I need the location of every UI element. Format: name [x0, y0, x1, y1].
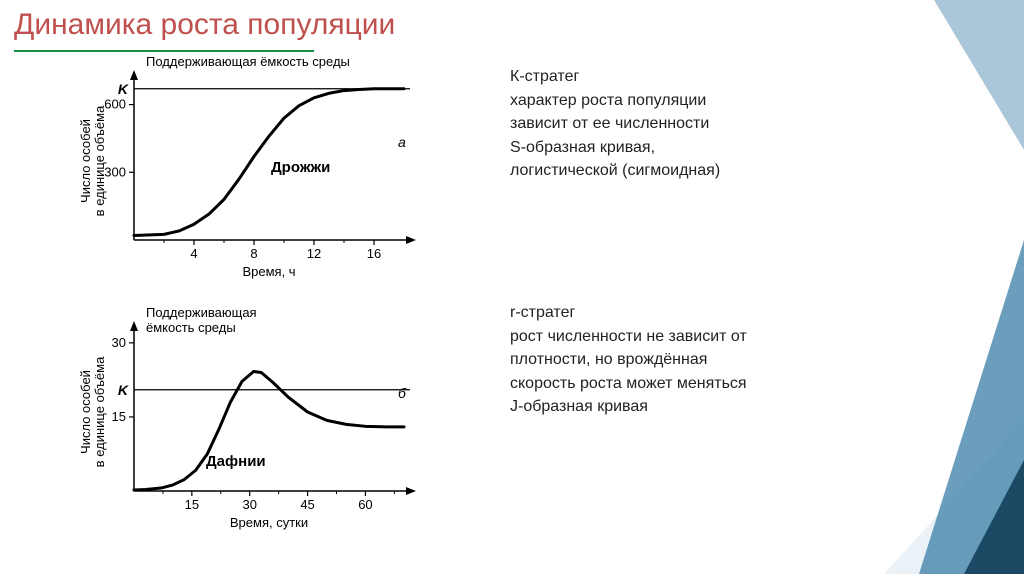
text-block-k-strategist: К-стратег характер роста популяции завис… — [510, 66, 810, 182]
text-line: характер роста популяции — [510, 90, 810, 112]
slide: Динамика роста популяции 481216300600KПо… — [0, 0, 1024, 574]
svg-text:Дафнии: Дафнии — [206, 453, 266, 470]
svg-text:30: 30 — [242, 497, 256, 512]
text-line: плотности, но врождённая — [510, 349, 810, 371]
chart-column: 481216300600KПоддерживающая ёмкость сред… — [76, 52, 416, 554]
text-column: К-стратег характер роста популяции завис… — [510, 66, 810, 538]
svg-text:12: 12 — [307, 246, 321, 261]
svg-text:а: а — [398, 134, 406, 150]
svg-text:б: б — [398, 385, 407, 401]
svg-text:ёмкость среды: ёмкость среды — [146, 320, 236, 335]
chart-b: 15 30 45 60 15 30 K Поддерживающаяёмкость среды… — [76, 303, 416, 538]
svg-text:600: 600 — [104, 97, 126, 112]
text-line: J-образная кривая — [510, 396, 810, 418]
text-line: S-образная кривая, — [510, 137, 810, 159]
svg-text:60: 60 — [358, 497, 372, 512]
text-line: логистической (сигмоидная) — [510, 160, 810, 182]
svg-text:в единице объёма: в единице объёма — [92, 356, 107, 467]
svg-text:15: 15 — [112, 409, 126, 424]
svg-text:4: 4 — [190, 246, 197, 261]
svg-text:300: 300 — [104, 164, 126, 179]
svg-text:Поддерживающая ёмкость среды: Поддерживающая ёмкость среды — [146, 54, 350, 69]
text-line: зависит от ее численности — [510, 113, 810, 135]
page-title: Динамика роста популяции — [14, 8, 395, 42]
chart-a: 4 8 12 16 300 600K Поддерживающая ёмкость сред… — [76, 52, 416, 287]
svg-text:Время, ч: Время, ч — [242, 264, 295, 279]
text-line: К-стратег — [510, 66, 810, 88]
text-line: скорость роста может меняться — [510, 373, 810, 395]
svg-text:в единице объёма: в единице объёма — [92, 105, 107, 216]
svg-text:K: K — [118, 382, 129, 398]
svg-text:16: 16 — [367, 246, 381, 261]
text-block-r-strategist: r-стратег рост численности не зависит от… — [510, 302, 810, 418]
text-line: r-стратег — [510, 302, 810, 324]
decorative-shapes — [824, 0, 1024, 574]
svg-text:Дрожжи: Дрожжи — [271, 159, 330, 176]
svg-text:15: 15 — [185, 497, 199, 512]
svg-text:45: 45 — [300, 497, 314, 512]
svg-text:Время, сутки: Время, сутки — [230, 515, 308, 530]
svg-text:Число особей: Число особей — [78, 119, 93, 203]
svg-text:Число особей: Число особей — [78, 370, 93, 454]
text-line: рост численности не зависит от — [510, 326, 810, 348]
svg-text:8: 8 — [250, 246, 257, 261]
svg-text:Поддерживающая: Поддерживающая — [146, 305, 257, 320]
svg-text:K: K — [118, 81, 129, 97]
svg-text:30: 30 — [112, 335, 126, 350]
